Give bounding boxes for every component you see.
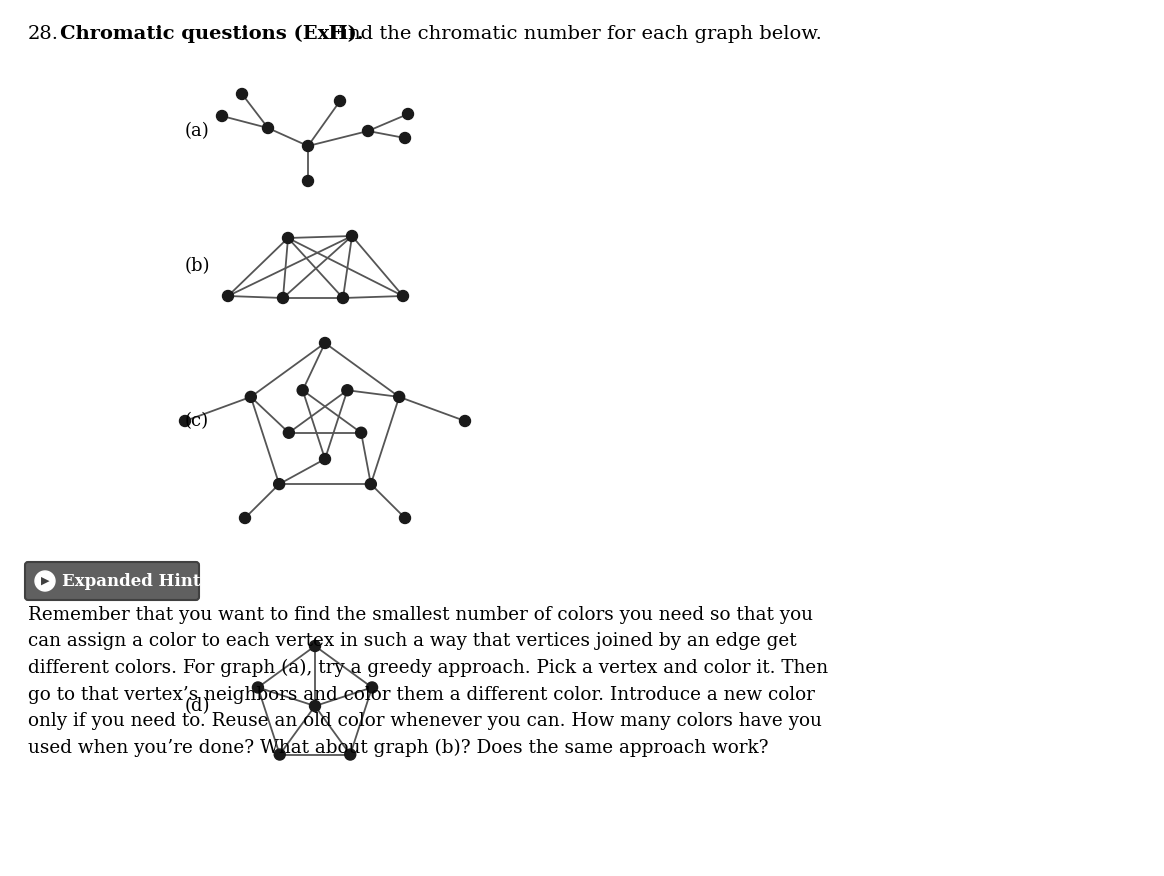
Circle shape — [460, 415, 470, 427]
Circle shape — [303, 140, 313, 152]
Text: Expanded Hint: Expanded Hint — [62, 573, 200, 590]
Text: Remember that you want to find the smallest number of colors you need so that yo: Remember that you want to find the small… — [28, 606, 828, 757]
Circle shape — [365, 478, 376, 490]
Circle shape — [253, 682, 263, 693]
Circle shape — [362, 125, 374, 137]
Circle shape — [283, 232, 293, 244]
Circle shape — [319, 337, 331, 349]
Circle shape — [275, 749, 285, 760]
Text: (d): (d) — [185, 697, 211, 715]
Circle shape — [283, 427, 294, 438]
FancyBboxPatch shape — [24, 562, 199, 600]
Circle shape — [222, 291, 234, 301]
Text: ▶: ▶ — [41, 576, 49, 586]
Circle shape — [297, 385, 308, 396]
Circle shape — [217, 110, 227, 122]
Circle shape — [274, 478, 285, 490]
Circle shape — [399, 512, 411, 524]
Circle shape — [179, 415, 191, 427]
Circle shape — [393, 392, 405, 402]
Circle shape — [342, 385, 353, 396]
Text: Chromatic questions (ExH).: Chromatic questions (ExH). — [61, 25, 363, 43]
Circle shape — [399, 132, 411, 144]
Circle shape — [310, 701, 320, 711]
Circle shape — [236, 88, 248, 100]
Circle shape — [403, 109, 413, 119]
Circle shape — [356, 427, 367, 438]
Circle shape — [345, 749, 356, 760]
Text: (c): (c) — [185, 412, 210, 430]
Circle shape — [277, 293, 289, 303]
Text: Find the chromatic number for each graph below.: Find the chromatic number for each graph… — [322, 25, 822, 43]
Circle shape — [246, 392, 256, 402]
Circle shape — [397, 291, 409, 301]
Text: 28.: 28. — [28, 25, 59, 43]
Circle shape — [347, 230, 357, 242]
Circle shape — [338, 293, 348, 303]
Text: (a): (a) — [185, 122, 210, 140]
Circle shape — [367, 682, 377, 693]
Circle shape — [310, 640, 320, 652]
Text: (b): (b) — [185, 257, 211, 275]
Circle shape — [263, 123, 274, 133]
Circle shape — [334, 95, 346, 107]
Circle shape — [303, 175, 313, 187]
Circle shape — [35, 571, 55, 591]
Circle shape — [319, 454, 331, 464]
Circle shape — [240, 512, 250, 524]
